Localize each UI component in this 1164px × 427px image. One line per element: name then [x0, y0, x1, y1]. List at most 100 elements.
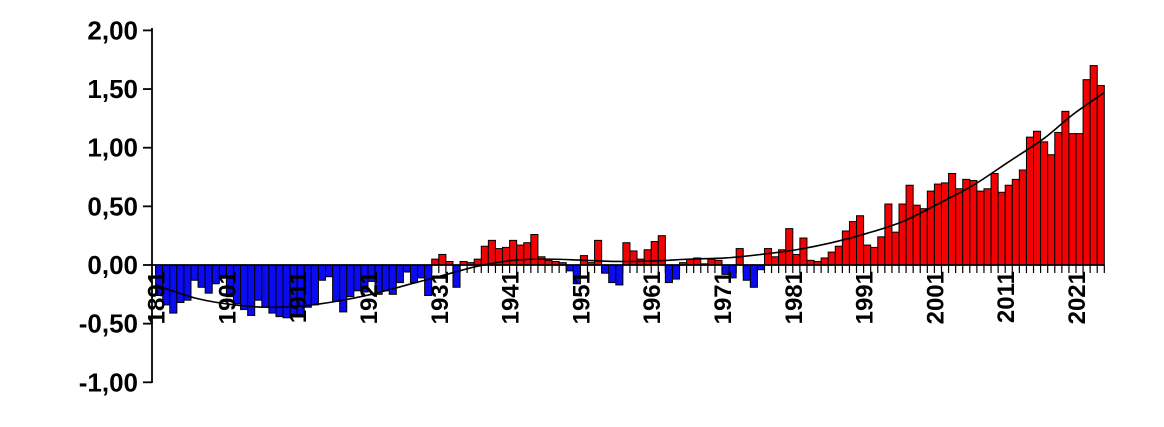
bar-1963	[664, 264, 673, 284]
bar-1917	[339, 264, 348, 313]
bar-1954	[601, 264, 610, 274]
bar-1931	[438, 253, 447, 266]
bar-2020	[1068, 133, 1077, 266]
bar-2010	[997, 191, 1006, 266]
bar-2018	[1054, 131, 1063, 266]
bar-1903	[240, 264, 249, 311]
bar-1925	[395, 264, 404, 284]
bar-2009	[990, 173, 999, 266]
x-axis-label: 1991	[852, 271, 879, 324]
bar-2002	[940, 182, 950, 266]
bar-1916	[332, 264, 341, 302]
bar-1977	[763, 248, 773, 266]
bar-2023	[1089, 65, 1098, 266]
y-axis-label: 0,00	[87, 250, 138, 280]
bar-1989	[848, 221, 858, 266]
bar-2019	[1061, 110, 1070, 266]
bar-1994	[884, 203, 893, 266]
bar-2013	[1018, 169, 1027, 266]
x-axis-label: 2011	[993, 271, 1020, 323]
bar-1980	[785, 228, 794, 266]
bar-2011	[1004, 184, 1013, 266]
bar-2007	[976, 190, 985, 266]
bar-1926	[402, 264, 411, 273]
bar-1906	[261, 264, 270, 308]
bar-1942	[516, 244, 525, 266]
bar-1894	[176, 264, 185, 304]
bar-1991	[863, 244, 872, 266]
bar-2017	[1047, 154, 1056, 266]
bar-1928	[417, 264, 426, 279]
trend-line	[155, 91, 1105, 309]
bar-2008	[983, 188, 992, 266]
bar-1896	[190, 264, 199, 281]
y-axis-label: 1,00	[87, 133, 138, 163]
bar-2022	[1082, 79, 1091, 266]
bar-1988	[841, 230, 850, 266]
bar-1986	[827, 251, 836, 266]
bar-2016	[1040, 141, 1049, 266]
bar-1907	[268, 264, 277, 314]
bar-1898	[204, 264, 213, 294]
bar-1974	[742, 264, 751, 281]
x-axis-label: 1941	[498, 271, 525, 324]
x-axis-label: 2001	[922, 271, 949, 324]
y-axis-label: 0,50	[87, 191, 138, 221]
bar-1927	[409, 264, 419, 284]
x-axis-label: 2021	[1064, 271, 1091, 324]
bar-1937	[480, 245, 489, 266]
bar-1915	[325, 264, 334, 278]
bar-1944	[530, 234, 539, 266]
x-axis-label: 1971	[710, 271, 737, 324]
bar-1914	[317, 264, 327, 281]
bar-1978	[771, 256, 780, 266]
bar-1938	[487, 239, 496, 266]
bar-1997	[905, 184, 914, 266]
y-axis-label: 2,00	[87, 15, 138, 45]
x-axis-label: 1981	[781, 271, 808, 324]
bar-1982	[799, 237, 808, 266]
bar-1992	[870, 246, 879, 266]
bar-1918	[346, 264, 355, 298]
bar-2003	[948, 173, 957, 266]
bar-1904	[247, 264, 256, 316]
bar-1985	[820, 257, 829, 266]
bar-1913	[310, 264, 319, 306]
bar-1943	[523, 242, 532, 266]
bar-1893	[169, 264, 178, 314]
bar-1955	[608, 264, 617, 284]
bar-2021	[1075, 133, 1084, 266]
bar-2004	[955, 188, 964, 266]
bar-1933	[452, 264, 461, 288]
bar-1923	[381, 264, 390, 292]
bar-1996	[898, 203, 907, 266]
x-axis-label: 1891	[144, 271, 171, 324]
bar-1995	[891, 231, 900, 266]
bar-2006	[969, 180, 978, 266]
bar-1975	[749, 264, 758, 288]
x-axis-label: 1961	[639, 271, 666, 324]
x-axis-label: 1911	[285, 271, 312, 323]
bar-2005	[962, 178, 971, 266]
x-axis-label: 1901	[214, 271, 241, 324]
bar-1945	[537, 256, 546, 266]
y-axis-label: -1,00	[79, 367, 138, 397]
bar-1993	[877, 236, 886, 266]
bar-2012	[1011, 178, 1020, 266]
y-axis-label: 1,50	[87, 74, 138, 104]
bar-2024	[1096, 85, 1105, 266]
bar-1958	[629, 250, 638, 266]
y-axis-label: -0,50	[79, 309, 138, 339]
bar-2001	[933, 183, 942, 266]
bar-1990	[856, 215, 865, 266]
bar-1987	[834, 245, 843, 266]
bar-1981	[792, 253, 801, 266]
bar-1964	[671, 264, 681, 280]
bar-2015	[1033, 130, 1042, 266]
x-axis-label: 1931	[427, 271, 454, 324]
bar-2000	[926, 190, 935, 266]
bar-1960	[643, 249, 652, 266]
x-axis-label: 1921	[356, 271, 383, 324]
